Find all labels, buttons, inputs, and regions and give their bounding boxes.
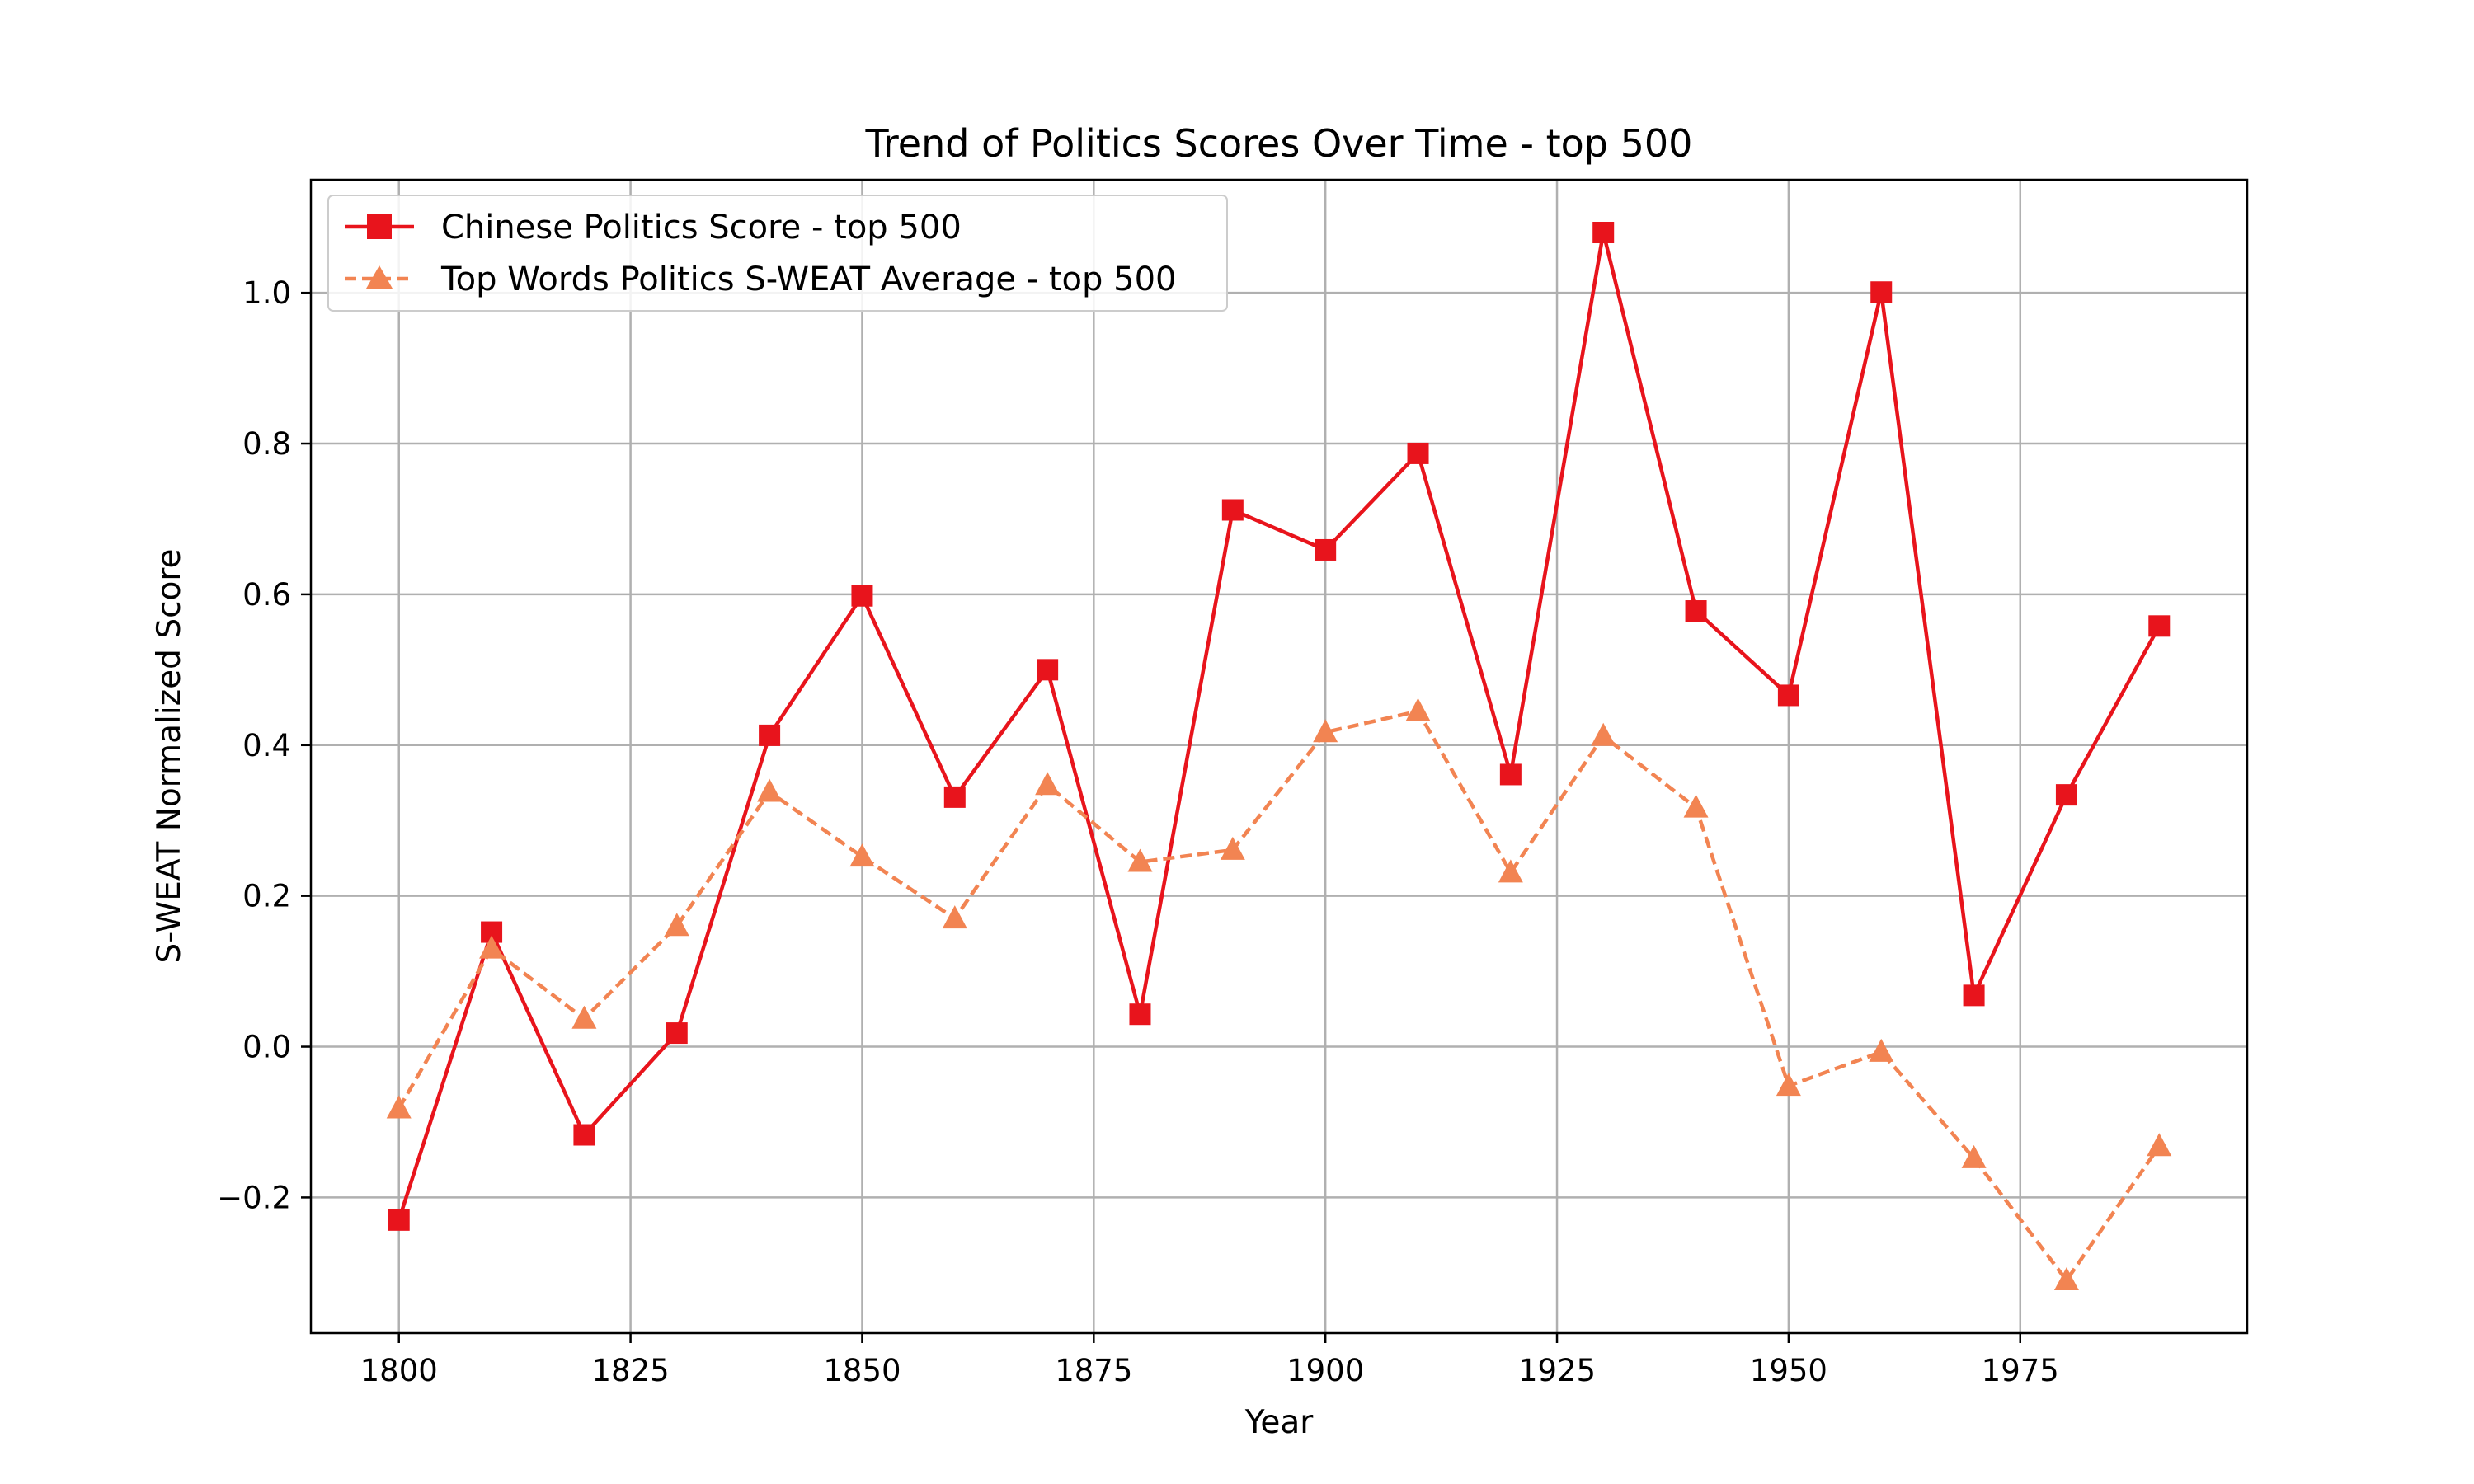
series-2-point [1869, 1038, 1894, 1062]
axes: 1800 1825 1850 1875 1900 1925 1950 1975 −0.2 0.0 0… [217, 275, 2059, 1388]
series-1-point [1129, 1003, 1151, 1026]
series-2-point [1035, 772, 1061, 796]
plot-frame [309, 178, 2249, 1335]
series-2-point [1313, 719, 1338, 743]
series-2-point [1127, 848, 1153, 872]
series-2-point [1220, 836, 1245, 860]
series-2-point [1405, 697, 1431, 721]
series-2-point [664, 913, 689, 937]
series-2-point [2053, 1266, 2079, 1290]
series-1-point [1221, 499, 1244, 521]
x-tick-label: 1850 [823, 1353, 901, 1388]
y-tick-label: 0.2 [242, 879, 291, 914]
y-axis-label: S-WEAT Normalized Score [151, 548, 188, 963]
x-tick-label: 1950 [1750, 1353, 1827, 1388]
series-1-point [1777, 684, 1799, 707]
series-2-line [397, 709, 2161, 1283]
series-2-point [1776, 1073, 1801, 1097]
series-2-point [1683, 794, 1709, 818]
series-2-point [1961, 1144, 1987, 1168]
series-1-point [943, 786, 966, 808]
series-1-point [1592, 222, 1615, 244]
series-2-point [1591, 722, 1616, 746]
series-1-point [2055, 784, 2077, 806]
series-1-point [2148, 615, 2171, 637]
series-2-point [571, 1005, 597, 1029]
legend-box [327, 195, 1228, 312]
series-1-point [1037, 659, 1059, 681]
series-1-point [1407, 442, 1429, 464]
series-1-point [1499, 763, 1522, 786]
series-1-point [1315, 538, 1337, 561]
series-2-point [942, 905, 967, 929]
x-tick-label: 1975 [1982, 1353, 2059, 1388]
legend: Chinese Politics Score - top 500 Top Wor… [327, 195, 1228, 312]
series-2-point [757, 778, 783, 802]
series-1-line [397, 230, 2161, 1221]
y-tick-label: 1.0 [242, 275, 291, 311]
x-tick-label: 1825 [592, 1353, 670, 1388]
x-tick-label: 1900 [1286, 1353, 1364, 1388]
y-tick-label: 0.0 [242, 1030, 291, 1065]
series-1-point [759, 724, 781, 746]
series-layer [386, 222, 2172, 1290]
legend-label-series-1: Chinese Politics Score - top 500 [441, 209, 962, 247]
grid-lines [311, 180, 2247, 1333]
y-tick-label: 0.4 [242, 728, 291, 763]
series-2-point [2147, 1133, 2172, 1157]
series-1-point [1870, 281, 1893, 303]
series-1-point [1963, 984, 1985, 1007]
x-tick-label: 1925 [1518, 1353, 1596, 1388]
y-tick-label: −0.2 [217, 1180, 291, 1215]
series-1-point [573, 1124, 595, 1146]
series-1-point [388, 1209, 410, 1231]
legend-marker-series-2 [366, 265, 393, 289]
chart-title: Trend of Politics Scores Over Time - top… [865, 121, 1693, 166]
x-tick-label: 1800 [360, 1353, 438, 1388]
legend-label-series-2: Top Words Politics S-WEAT Average - top … [440, 261, 1176, 298]
series-1-point [851, 585, 873, 607]
y-tick-label: 0.8 [242, 426, 291, 462]
x-tick-label: 1875 [1055, 1353, 1132, 1388]
legend-marker-series-1 [367, 214, 392, 239]
x-axis-label: Year [1244, 1404, 1315, 1441]
y-tick-label: 0.6 [242, 577, 291, 613]
series-2-point [479, 935, 505, 959]
series-1-point [666, 1022, 688, 1045]
series-2-point [386, 1095, 412, 1119]
series-2-point [849, 843, 875, 867]
series-1-point [1685, 600, 1707, 622]
series-2-point [1498, 859, 1523, 883]
